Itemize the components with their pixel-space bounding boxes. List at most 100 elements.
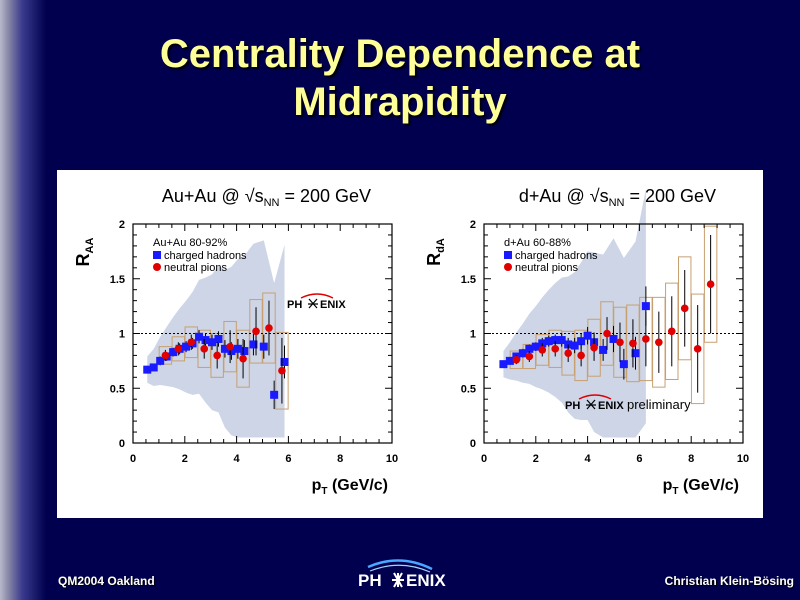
panel2-syst-box [690,293,705,405]
panel2-logo-text-right: ENIX [598,400,624,412]
panel2-syst-box [678,256,692,361]
panel1-neutral-point [213,351,221,360]
panel1-legend-square-icon [153,251,161,259]
panel2-uncertainty-band [503,188,646,438]
panel1-xlabel-sub: T [321,486,327,497]
panel2-y-tick-label: 1.5 [461,274,476,286]
panel1-neutral-point [187,338,196,347]
panel1-title-suffix: = 200 GeV [280,186,372,206]
panel2-neutral-point [667,327,676,336]
panel1-charged-point [169,348,178,357]
panel2-neutral-point [706,280,715,289]
panel2-charged-point [518,349,527,358]
panel1-logo-text-right: ENIX [320,299,346,311]
panel2-syst-box [574,329,588,382]
panel2-neutral-point [629,339,637,348]
panel2-syst-box [703,225,718,343]
logo-star-icon [392,572,404,588]
panel2-charged-point [599,345,608,354]
panel1-neutral-point [161,351,170,360]
panel1-neutral-point [265,324,273,332]
panel2-charged-point [577,337,586,346]
panel2-x-tick-label: 0 [481,453,487,465]
panel2-charged-point [551,336,560,345]
panel1-x-tick-label: 4 [234,453,241,465]
panel2-xlabel-suffix: (GeV/c) [679,477,739,494]
panel2-legend-circle-icon [504,263,512,271]
panel2-title: d+Au @ √sNN = 200 GeV [519,186,716,209]
logo-swoosh-inner [369,564,431,573]
panel2-y-tick-label: 0.5 [461,383,476,395]
panel1-charged-point [280,357,289,366]
panel2-x-tick-label: 10 [737,453,749,465]
panel2-logo-star-lines [586,399,596,410]
panel1-y-tick-label: 0 [119,438,125,450]
panel2-charged-point [619,360,628,369]
panel1-charged-point [195,332,204,341]
panel1-ylabel: RAA [73,238,96,267]
panel1-phenix-logo: PH ENIX [287,293,346,311]
panel2-neutral-point [655,338,663,347]
panel2-neutral-point [642,335,650,343]
panel1-neutral-point [252,327,260,336]
panel2-legend-neutral-label: neutral pions [515,262,578,274]
panel2-syst-box [626,304,640,383]
panel2-charged-point [583,331,592,340]
panel1-neutral-point [200,345,209,353]
left-gradient-bar [0,0,46,600]
panel1-charged-point [143,365,152,374]
slide-title-line1: Centrality Dependence at [159,32,641,76]
panel1-syst-box [262,292,276,364]
panel2-y-tick-label: 2 [470,219,476,231]
panel2-y-tick-label: 0 [470,438,476,450]
panel2-charged-point [544,337,553,346]
panel2-x-tick-label: 4 [585,453,592,465]
phenix-logo: PH ENIX [358,559,446,590]
panel2-neutral-point [564,349,572,358]
panel2-syst-box [652,296,666,388]
panel2-charged-point [525,344,534,353]
panel1-neutral-point [278,366,286,375]
panel2-x-tick-label: 8 [688,453,694,465]
panel1-charged-point [227,347,236,356]
panel1-ylabel-main: R [73,253,93,266]
footer-conference: QM2004 Oakland [58,574,155,588]
panel2-syst-box [665,282,679,380]
panel1-logo-swoosh [300,293,334,299]
panel1-neutral-point [174,345,183,353]
panel1-neutral-point [226,342,234,351]
panel1-charged-point [149,363,158,372]
panel2-charged-point [557,336,566,345]
panel2-logo-star-icon [586,399,596,410]
panel1-charged-point [220,344,229,353]
panel2-logo-swoosh [578,394,612,400]
footer-author: Christian Klein-Bösing [664,574,794,588]
panel2-x-tick-label: 6 [636,453,642,465]
panel1-charged-point [233,344,242,353]
panel1-title-sub: NN [264,197,280,209]
panel1-charged-point [259,342,268,351]
panel1-charged-point [156,356,165,365]
panel2-charged-point [609,334,618,343]
panel1-y-tick-label: 2 [119,219,125,231]
panel1-legend-circle-icon [153,263,161,271]
logo-swoosh [367,559,433,571]
panel2-charged-point [538,339,547,348]
panel1-charged-point [240,347,249,356]
panel2-y-tick-label: 1 [470,329,476,341]
panel1-syst-box [197,329,211,368]
panel2-x-tick-label: 2 [533,453,539,465]
panel1-syst-box [184,326,198,359]
panel1-title: Au+Au @ √sNN = 200 GeV [162,186,371,209]
panel1-legend-title: Au+Au 80-92% [153,237,228,249]
panel1-logo-star-icon [308,298,318,309]
panel2-annotation: preliminary [627,397,691,412]
panel1-xlabel: pT (GeV/c) [312,477,388,497]
panel1-x-tick-label: 10 [386,453,398,465]
panel1-ylabel-sub: AA [84,238,96,254]
panel2-xlabel: pT (GeV/c) [663,477,739,497]
panel2-neutral-point [551,345,560,353]
panel1-syst-box [236,329,250,388]
